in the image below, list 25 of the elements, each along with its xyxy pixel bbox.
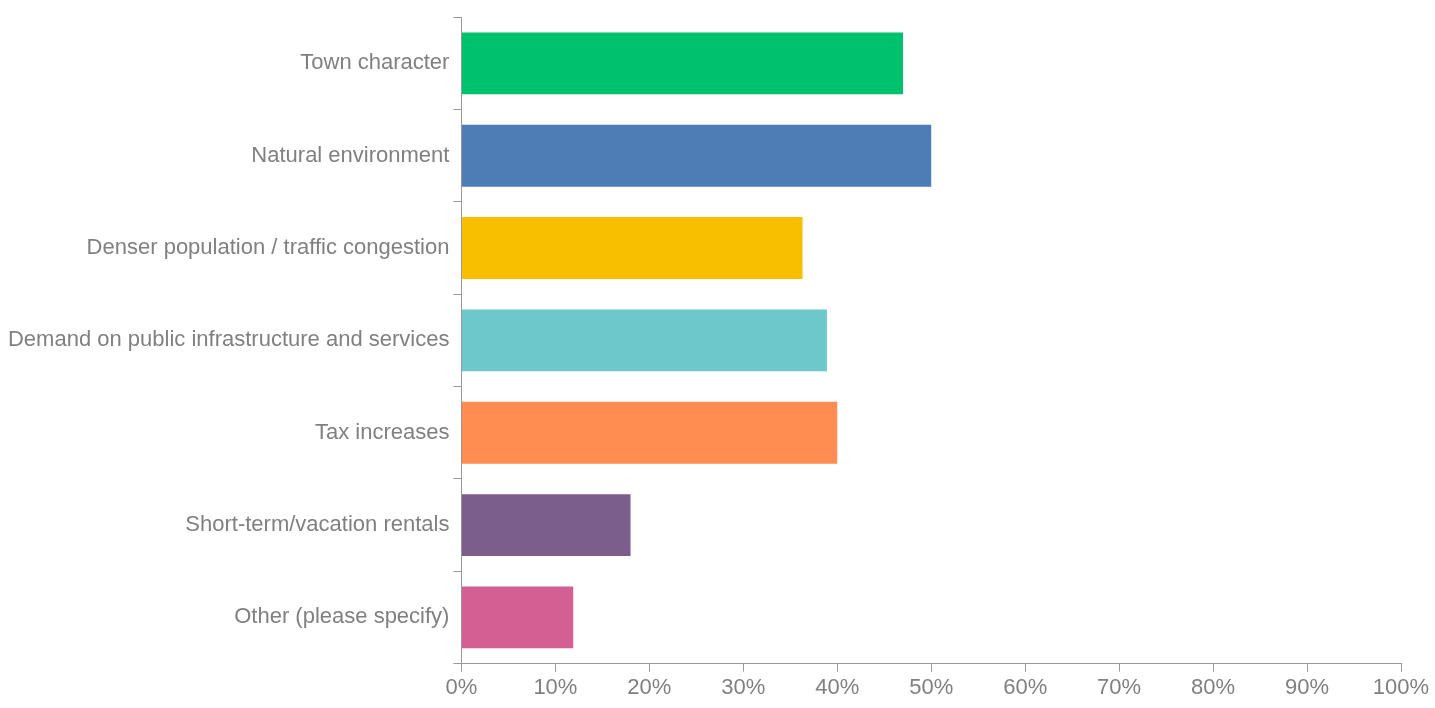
x-tick-label: 80% [1191, 673, 1236, 699]
y-tick-label: Demand on public infrastructure and services [7, 326, 450, 352]
x-tick-label: 100% [1372, 673, 1430, 699]
x-tick-label: 10% [533, 673, 578, 699]
bar [461, 401, 838, 464]
x-tick-label: 40% [815, 673, 860, 699]
bar [461, 217, 803, 279]
y-tick-label: Town character [300, 49, 450, 75]
x-tick-label: 20% [627, 673, 672, 699]
x-tick-label: 70% [1097, 673, 1142, 699]
bar [461, 309, 827, 372]
y-tick-label: Natural environment [251, 141, 450, 167]
y-tick-label: Denser population / traffic congestion [86, 234, 450, 260]
x-tick-label: 60% [1003, 673, 1048, 699]
y-tick-label: Other (please specify) [234, 603, 450, 629]
bar [461, 586, 574, 649]
x-tick-label: 30% [721, 673, 766, 699]
bar [461, 494, 631, 557]
y-tick-label: Tax increases [314, 418, 450, 444]
x-tick-label: 50% [909, 673, 954, 699]
x-tick-label: 0% [445, 673, 478, 699]
bar [461, 124, 932, 187]
x-tick-label: 90% [1285, 673, 1330, 699]
y-tick-label: Short-term/vacation rentals [185, 511, 450, 537]
bar [461, 32, 904, 95]
